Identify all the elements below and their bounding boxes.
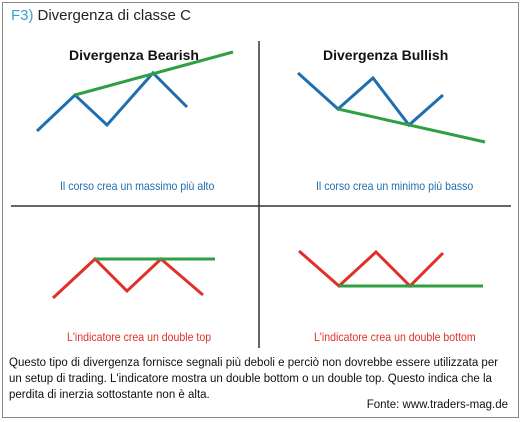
figure-title: F3) Divergenza di classe C	[11, 7, 191, 24]
double-top-indicator-line	[51, 256, 204, 300]
bearish-trend-line	[74, 50, 234, 97]
figure-frame: F3) Divergenza di classe C Divergenza Bea…	[2, 2, 519, 418]
bullish-title: Divergenza Bullish	[323, 47, 449, 63]
bullish-trend-line	[337, 107, 486, 144]
double-top-caption: L'indicatore crea un double top	[67, 330, 212, 344]
double-bottom-indicator-line	[298, 249, 445, 289]
bearish-caption: Il corso crea un massimo più alto	[60, 179, 215, 193]
description-text: Questo tipo di divergenza fornisce segna…	[9, 357, 499, 401]
figure-number: F3)	[11, 7, 34, 24]
diagram-canvas	[11, 41, 511, 348]
source-credit: Fonte: www.traders-mag.de	[366, 399, 508, 411]
bullish-price-line	[296, 71, 444, 128]
bearish-title: Divergenza Bearish	[69, 47, 199, 63]
bullish-caption: Il corso crea un minimo più basso	[316, 179, 474, 193]
figure-title-text: Divergenza di classe C	[37, 7, 191, 24]
bearish-price-line	[35, 70, 189, 133]
double-bottom-caption: L'indicatore crea un double bottom	[314, 330, 476, 344]
